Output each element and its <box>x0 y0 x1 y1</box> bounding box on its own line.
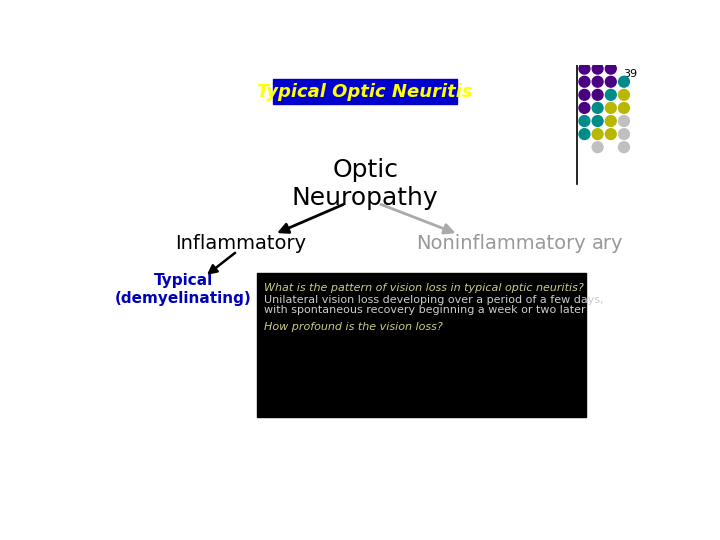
Circle shape <box>593 90 603 100</box>
Text: Unilateral vision loss developing over a period of a few days,: Unilateral vision loss developing over a… <box>264 295 604 305</box>
Circle shape <box>606 63 616 74</box>
Circle shape <box>618 129 629 139</box>
Text: with spontaneous recovery beginning a week or two later: with spontaneous recovery beginning a we… <box>264 305 586 315</box>
Text: How profound is the vision loss?: How profound is the vision loss? <box>264 322 443 332</box>
Circle shape <box>579 103 590 113</box>
FancyBboxPatch shape <box>273 79 457 104</box>
FancyBboxPatch shape <box>256 273 586 417</box>
Circle shape <box>606 90 616 100</box>
Circle shape <box>593 142 603 153</box>
Text: Noninflammatory: Noninflammatory <box>416 234 585 253</box>
Circle shape <box>593 76 603 87</box>
Text: Typical
(demyelinating): Typical (demyelinating) <box>114 273 251 306</box>
Circle shape <box>593 63 603 74</box>
Circle shape <box>606 76 616 87</box>
Circle shape <box>606 129 616 139</box>
Circle shape <box>593 129 603 139</box>
Circle shape <box>618 116 629 126</box>
Circle shape <box>618 76 629 87</box>
Circle shape <box>606 103 616 113</box>
Circle shape <box>593 116 603 126</box>
Text: Typical Optic Neuritis: Typical Optic Neuritis <box>257 83 473 101</box>
Circle shape <box>606 116 616 126</box>
Text: 39: 39 <box>623 69 637 79</box>
Text: Inflammatory: Inflammatory <box>176 234 307 253</box>
Circle shape <box>618 90 629 100</box>
Circle shape <box>579 90 590 100</box>
Circle shape <box>579 63 590 74</box>
Circle shape <box>579 116 590 126</box>
Circle shape <box>593 103 603 113</box>
Text: Optic
Neuropathy: Optic Neuropathy <box>292 158 438 210</box>
Circle shape <box>579 76 590 87</box>
Circle shape <box>579 129 590 139</box>
Circle shape <box>618 142 629 153</box>
Text: ary: ary <box>593 234 624 253</box>
Text: What is the pattern of vision loss in typical optic neuritis?: What is the pattern of vision loss in ty… <box>264 284 584 293</box>
Circle shape <box>618 103 629 113</box>
